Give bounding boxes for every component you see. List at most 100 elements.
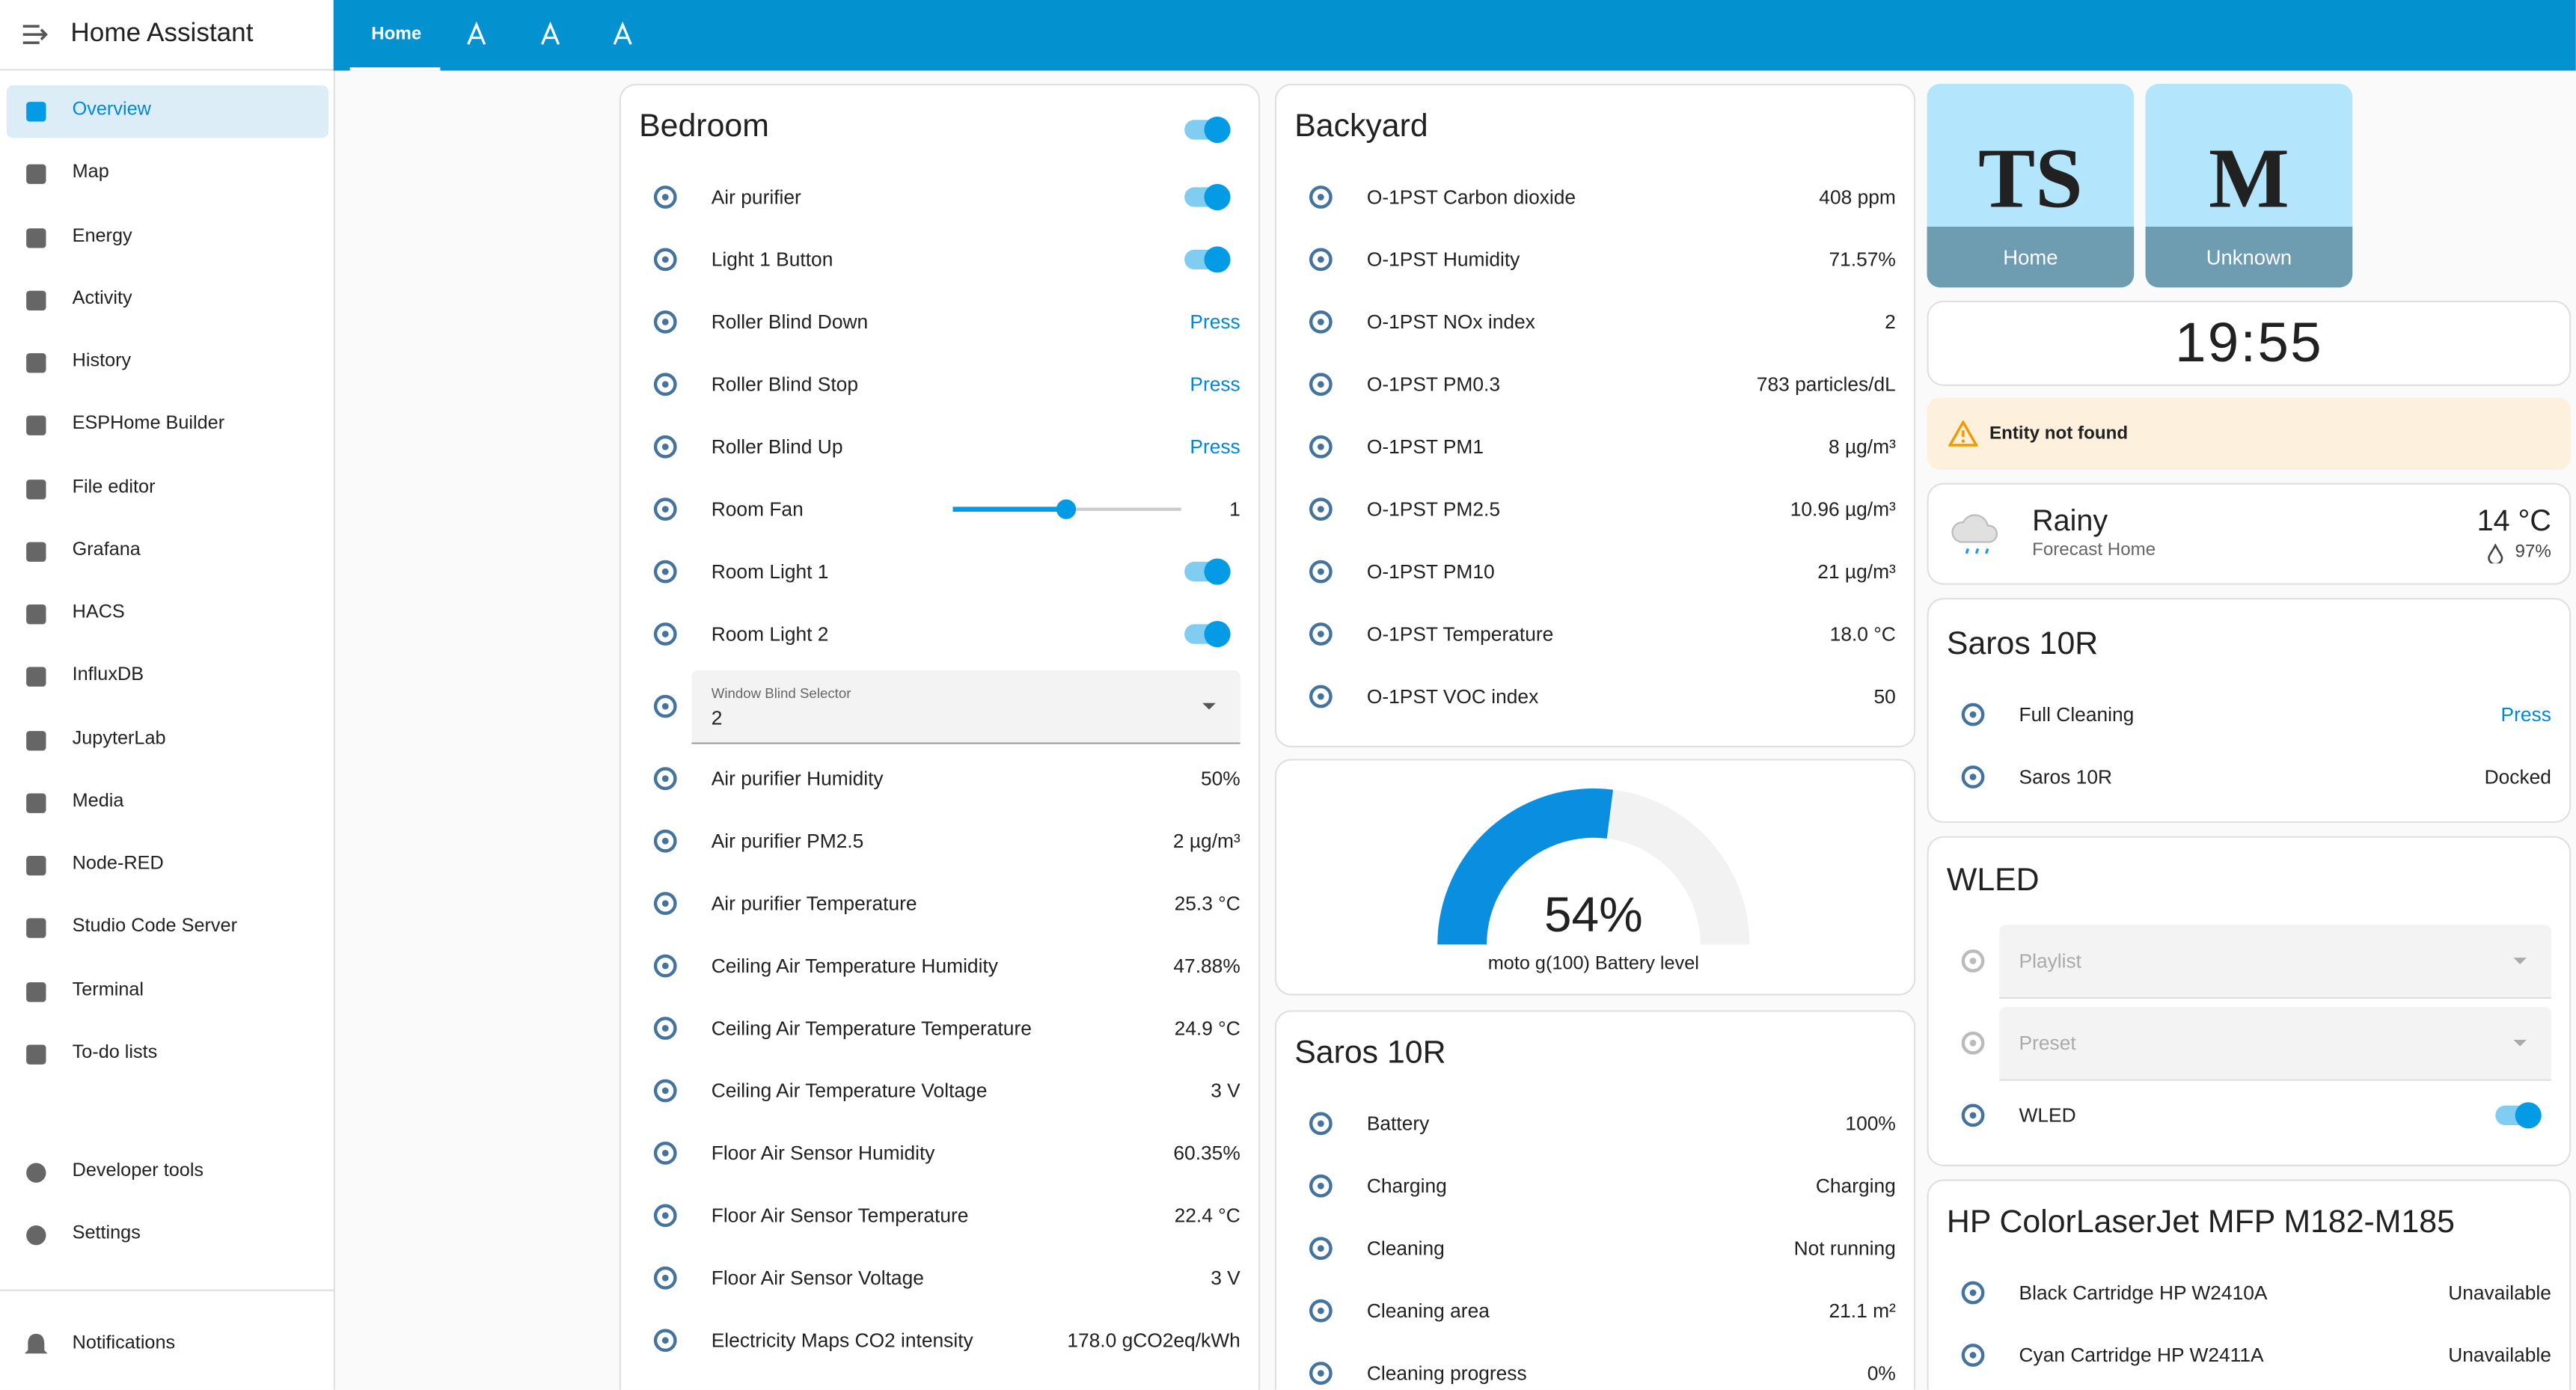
tab-icon[interactable] <box>537 21 563 48</box>
press-button[interactable]: Press <box>1190 373 1240 397</box>
entity-icon <box>1961 949 1985 973</box>
toggle[interactable] <box>1181 181 1234 214</box>
entity-state: Docked <box>2484 765 2551 789</box>
weather-name: Forecast Home <box>2032 540 2156 560</box>
entity-name: WLED <box>2019 1103 2076 1127</box>
tab-icon[interactable] <box>610 21 636 48</box>
nav-item[interactable]: History <box>72 351 132 372</box>
top-bar <box>333 0 2576 71</box>
nav-item[interactable]: Node-RED <box>72 854 164 875</box>
entity-name: O-1PST PM0.3 <box>1366 373 1500 397</box>
nav-item[interactable]: Overview <box>72 99 151 120</box>
entity-state: 3 V <box>1211 1079 1240 1103</box>
nav-item[interactable]: HACS <box>72 602 125 623</box>
card-title: WLED <box>1946 862 2040 899</box>
entity-icon <box>653 892 677 916</box>
entity-icon <box>653 1142 677 1165</box>
nav-icon <box>26 542 46 562</box>
entity-name: Air purifier Humidity <box>711 767 884 791</box>
entity-icon <box>1309 560 1333 584</box>
entity-state: 22.4 °C <box>1174 1204 1240 1228</box>
entity-state: 47.88% <box>1173 954 1240 978</box>
tab-indicator <box>349 67 441 71</box>
toggle[interactable] <box>1181 618 1234 651</box>
slider[interactable] <box>948 496 1188 522</box>
press-button[interactable]: Press <box>1190 310 1240 334</box>
nav-item[interactable]: ESPHome Builder <box>72 414 225 435</box>
entity-state: Unavailable <box>2448 1281 2551 1305</box>
entity-state: 10.96 µg/m³ <box>1790 497 1896 521</box>
nav-item[interactable]: Activity <box>72 288 132 309</box>
entity-icon <box>1309 622 1333 646</box>
warning-icon <box>1948 420 1978 447</box>
nav-item[interactable]: Map <box>72 162 109 183</box>
select-box[interactable] <box>1999 1006 2551 1081</box>
selected-highlight <box>6 85 329 138</box>
entity-name: Battery <box>1366 1112 1430 1136</box>
nav-icon <box>26 855 46 876</box>
card-title: HP ColorLaserJet MFP M182-M185 <box>1946 1204 2455 1240</box>
entity-icon <box>653 767 677 791</box>
tab[interactable]: Home <box>371 24 422 45</box>
nav-item[interactable]: Studio Code Server <box>72 916 238 937</box>
card-title: Saros 10R <box>1946 625 2099 662</box>
card-title: Backyard <box>1294 108 1428 145</box>
entity-icon <box>1309 685 1333 708</box>
entity-state: Charging <box>1815 1174 1896 1198</box>
entity-name: Roller Blind Stop <box>711 373 859 397</box>
nav-item[interactable]: Energy <box>72 225 132 246</box>
entity-icon <box>653 1204 677 1228</box>
nav-item[interactable]: Developer tools <box>72 1161 204 1181</box>
select-box[interactable] <box>691 670 1240 744</box>
press-button[interactable]: Press <box>1190 435 1240 459</box>
entity-state: 100% <box>1845 1112 1896 1136</box>
nav-item[interactable]: Grafana <box>72 539 141 560</box>
gauge-value: 54% <box>1495 889 1692 945</box>
nav-item[interactable]: File editor <box>72 477 156 497</box>
entity-name: O-1PST Humidity <box>1366 248 1520 272</box>
entity-name: Saros 10R <box>2019 765 2113 789</box>
nav-item[interactable]: Notifications <box>72 1333 176 1354</box>
entity-name: Ceiling Air Temperature Humidity <box>711 954 998 978</box>
entity-name: Cyan Cartridge HP W2411A <box>2019 1344 2264 1367</box>
entity-icon <box>1309 186 1333 209</box>
press-button[interactable]: Press <box>2500 702 2551 726</box>
nav-icon <box>26 227 46 248</box>
entity-state: 1 <box>1229 497 1240 521</box>
toggle[interactable] <box>2492 1099 2545 1132</box>
entity-state: 0% <box>1867 1362 1896 1385</box>
weather-humidity: 97% <box>2515 542 2551 562</box>
nav-icon <box>26 792 46 813</box>
dropdown-caret <box>2513 1039 2527 1047</box>
nav-item[interactable]: Settings <box>72 1223 141 1244</box>
entity-icon <box>653 373 677 397</box>
entity-icon <box>653 1017 677 1040</box>
nav-icon <box>26 604 46 625</box>
select-box[interactable] <box>1999 925 2551 999</box>
gauge-number: 54 <box>1544 888 1600 943</box>
app-title: Home Assistant <box>70 19 254 48</box>
toggle[interactable] <box>1181 243 1234 276</box>
gauge-label: moto g(100) Battery level <box>1487 954 1699 975</box>
nav-icon <box>26 353 46 373</box>
nav-item[interactable]: InfluxDB <box>72 665 144 686</box>
weather-temperature: 14 °C <box>2476 504 2551 537</box>
weather-condition: Rainy <box>2032 504 2108 537</box>
tab-icon[interactable] <box>463 21 489 48</box>
card <box>1274 83 1916 748</box>
entity-name: Ceiling Air Temperature Voltage <box>711 1079 988 1103</box>
nav-item[interactable]: Terminal <box>72 979 144 1000</box>
gauge-unit: % <box>1599 888 1643 943</box>
entity-state: 783 particles/dL <box>1756 373 1896 397</box>
menu-button[interactable] <box>22 23 48 46</box>
alert-text: Entity not found <box>1989 423 2129 444</box>
card <box>1927 598 2572 824</box>
nav-item[interactable]: JupyterLab <box>72 728 166 749</box>
nav-icon <box>26 165 46 185</box>
toggle[interactable] <box>1181 555 1234 588</box>
nav-item[interactable]: Media <box>72 791 124 812</box>
toggle[interactable] <box>1181 114 1234 147</box>
nav-item[interactable]: To-do lists <box>72 1042 158 1063</box>
entity-name: O-1PST PM2.5 <box>1366 497 1500 521</box>
